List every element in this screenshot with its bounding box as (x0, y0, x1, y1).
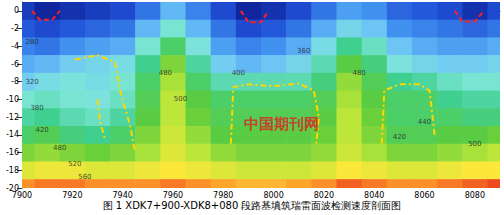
svg-text:-12: -12 (6, 113, 19, 122)
svg-text:7920: 7920 (62, 191, 82, 200)
svg-text:480: 480 (53, 144, 66, 152)
svg-text:-16: -16 (6, 148, 19, 157)
svg-text:560: 560 (78, 173, 91, 181)
svg-text:480: 480 (352, 69, 365, 77)
svg-text:图 1 XDK7+900-XDK8+080 段路基填筑瑞雷面: 图 1 XDK7+900-XDK8+080 段路基填筑瑞雷面波检测速度剖面图 (103, 200, 402, 211)
svg-text:-4: -4 (11, 42, 19, 51)
svg-text:-2: -2 (11, 24, 19, 33)
svg-text:8040: 8040 (364, 191, 384, 200)
svg-text:520: 520 (68, 160, 81, 168)
svg-text:380: 380 (30, 104, 43, 112)
svg-text:-14: -14 (6, 130, 19, 139)
svg-text:500: 500 (174, 95, 187, 103)
svg-text:280: 280 (25, 38, 38, 46)
svg-text:420: 420 (393, 133, 406, 141)
svg-text:500: 500 (468, 140, 481, 148)
svg-text:-20: -20 (5, 183, 19, 193)
svg-text:320: 320 (25, 78, 38, 86)
svg-text:0: 0 (14, 6, 19, 15)
svg-text:7940: 7940 (112, 191, 132, 200)
svg-text:8060: 8060 (414, 191, 434, 200)
svg-text:7960: 7960 (163, 191, 183, 200)
svg-text:8080: 8080 (465, 191, 485, 200)
svg-text:-10: -10 (6, 95, 19, 104)
svg-text:-18: -18 (6, 166, 19, 175)
svg-text:8000: 8000 (263, 191, 283, 200)
svg-text:8020: 8020 (314, 191, 334, 200)
svg-text:480: 480 (159, 69, 172, 77)
svg-text:420: 420 (35, 126, 48, 134)
svg-text:400: 400 (232, 69, 245, 77)
svg-text:7900: 7900 (12, 191, 32, 200)
svg-text:-6: -6 (11, 60, 19, 69)
svg-text:中国期刊网: 中国期刊网 (244, 115, 319, 133)
svg-text:-8: -8 (11, 77, 19, 86)
svg-text:360: 360 (297, 47, 310, 55)
svg-text:440: 440 (418, 118, 431, 126)
svg-text:7980: 7980 (213, 191, 233, 200)
